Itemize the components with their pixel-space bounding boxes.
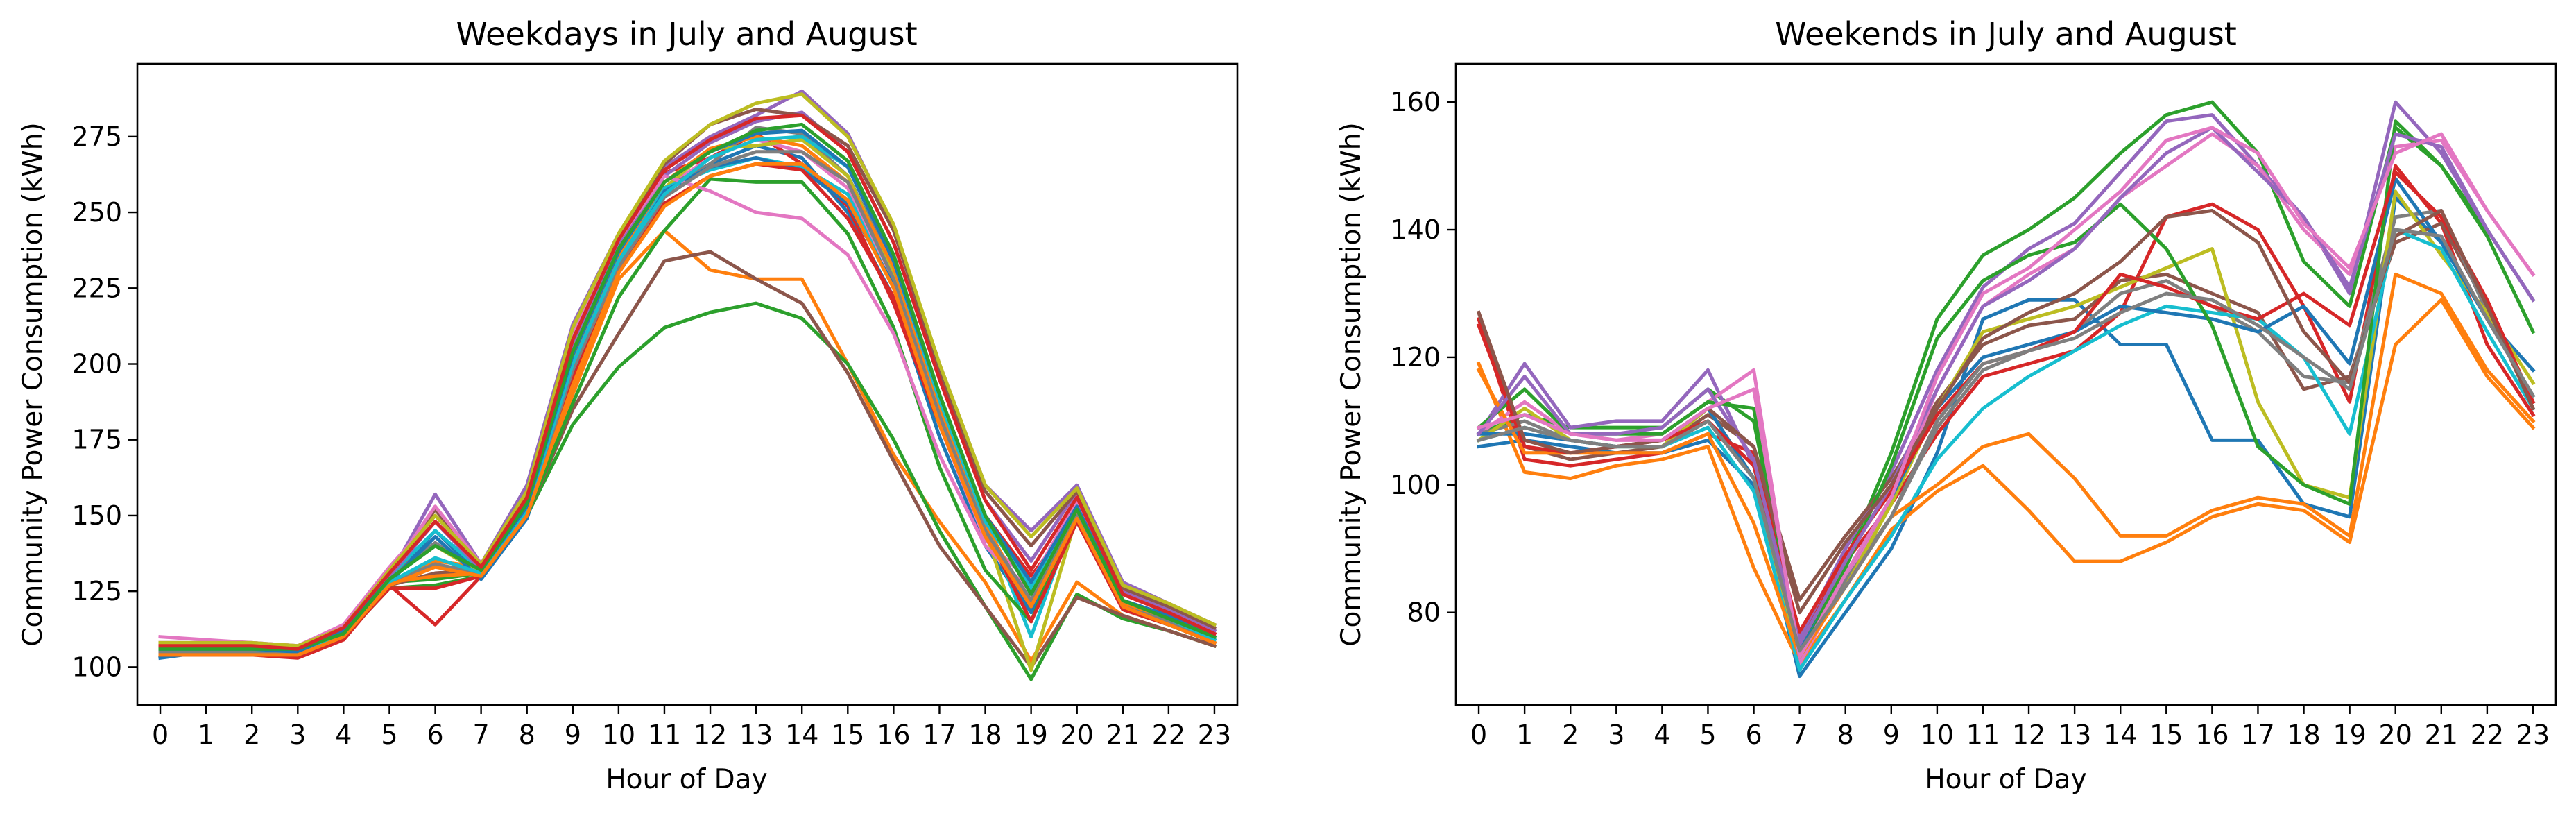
y-tick-label: 200 — [71, 349, 122, 380]
series-line — [1477, 177, 2536, 653]
x-tick-label: 1 — [1516, 720, 1533, 750]
x-tick-label: 16 — [2195, 720, 2229, 750]
series-line — [158, 250, 1217, 669]
x-axis-label: Hour of Day — [1925, 764, 2086, 795]
x-tick-label: 22 — [2471, 720, 2504, 750]
series-line — [158, 137, 1217, 672]
chart-title: Weekends in July and August — [1775, 15, 2237, 53]
x-tick-label: 6 — [1745, 720, 1762, 750]
x-tick-label: 18 — [2287, 720, 2320, 750]
x-tick-label: 16 — [877, 720, 910, 750]
plot-frame — [1454, 62, 2557, 706]
series-line — [1476, 119, 2536, 659]
x-tick-label: 3 — [289, 720, 306, 750]
x-tick-label: 15 — [2149, 720, 2183, 750]
y-axis-label: Community Power Consumption (kWh) — [17, 122, 49, 646]
x-tick-label: 7 — [1792, 720, 1808, 750]
x-tick-label: 0 — [1470, 720, 1487, 750]
series-line — [1476, 126, 2536, 647]
x-tick-label: 11 — [1966, 720, 2000, 750]
x-tick-label: 5 — [1699, 720, 1716, 750]
series-line — [158, 135, 1217, 654]
y-tick-label: 250 — [71, 197, 122, 228]
series-line — [1476, 228, 2536, 653]
x-tick-label: 13 — [739, 720, 773, 750]
series-line — [158, 301, 1217, 681]
series-line — [158, 228, 1217, 663]
x-tick-label: 3 — [1608, 720, 1624, 750]
chart-weekends: Weekends in July and August 801001201401… — [1336, 15, 2557, 795]
x-tick-label: 12 — [2012, 720, 2045, 750]
x-tick-label: 8 — [1837, 720, 1854, 750]
series-line — [158, 135, 1217, 654]
x-tick-label: 14 — [785, 720, 818, 750]
y-tick-label: 100 — [1390, 470, 1441, 500]
x-tick-label: 13 — [2058, 720, 2091, 750]
y-tick-label: 225 — [71, 273, 122, 303]
y-axis: 100 125 150 175 200 225 250 275 — [71, 121, 137, 682]
x-tick-label: 20 — [2379, 720, 2412, 750]
x-tick-label: 23 — [1198, 720, 1231, 750]
x-tick-label: 11 — [648, 720, 681, 750]
series-line — [158, 122, 1217, 651]
x-tick-label: 6 — [427, 720, 443, 750]
plot-frame — [136, 62, 1239, 706]
chart-weekdays: Weekdays in July and August 100125150175… — [17, 15, 1239, 795]
y-tick-label: 125 — [71, 576, 122, 606]
x-tick-label: 20 — [1061, 720, 1094, 750]
x-tick-label: 19 — [2333, 720, 2366, 750]
x-tick-label: 8 — [519, 720, 535, 750]
y-tick-label: 80 — [1407, 597, 1441, 628]
y-axis: 80 100 120 140 160 — [1390, 87, 1456, 628]
y-tick-label: 275 — [71, 121, 122, 152]
series-lines — [158, 89, 1217, 681]
series-line — [158, 155, 1217, 654]
x-axis: 0 1 2 3 4 5 6 7 8 9 10 11 12 13 14 15 16 17 18 19 20 21 22 23 — [1470, 705, 2550, 750]
x-tick-label: 17 — [2241, 720, 2274, 750]
series-line — [158, 128, 1217, 654]
x-tick-label: 21 — [1106, 720, 1140, 750]
x-tick-label: 15 — [831, 720, 864, 750]
x-tick-label: 10 — [602, 720, 635, 750]
x-tick-label: 4 — [335, 720, 352, 750]
y-tick-label: 140 — [1390, 214, 1441, 245]
x-tick-label: 2 — [243, 720, 260, 750]
y-tick-label: 175 — [71, 425, 122, 455]
chart-title: Weekdays in July and August — [456, 15, 917, 53]
x-tick-label: 19 — [1014, 720, 1047, 750]
y-axis-label: Community Power Consumption (kWh) — [1336, 122, 1367, 646]
x-tick-label: 10 — [1921, 720, 1954, 750]
y-tick-label: 120 — [1390, 342, 1441, 373]
series-line — [158, 162, 1217, 657]
x-axis-label: Hour of Day — [606, 764, 767, 795]
y-tick-label: 150 — [71, 500, 122, 531]
x-tick-label: 1 — [198, 720, 214, 750]
y-tick-label: 160 — [1390, 87, 1441, 117]
series-line — [1476, 126, 2536, 659]
x-tick-label: 9 — [565, 720, 581, 750]
x-tick-label: 14 — [2104, 720, 2137, 750]
x-tick-label: 18 — [968, 720, 1002, 750]
x-tick-label: 5 — [381, 720, 397, 750]
x-tick-label: 7 — [473, 720, 490, 750]
series-line — [1476, 298, 2536, 665]
x-tick-label: 17 — [922, 720, 956, 750]
x-tick-label: 0 — [152, 720, 169, 750]
series-line — [158, 113, 1217, 651]
series-lines — [1476, 100, 2536, 679]
x-tick-label: 4 — [1654, 720, 1670, 750]
x-tick-label: 22 — [1152, 720, 1185, 750]
x-tick-label: 9 — [1883, 720, 1900, 750]
x-tick-label: 23 — [2516, 720, 2550, 750]
x-axis: 0 1 2 3 4 5 6 7 8 9 10 11 12 13 14 15 16 17 18 19 20 21 22 23 — [152, 705, 1231, 750]
y-tick-label: 100 — [71, 652, 122, 682]
series-line — [1476, 272, 2536, 659]
series-line — [158, 174, 1217, 648]
x-tick-label: 21 — [2425, 720, 2458, 750]
x-tick-label: 12 — [694, 720, 727, 750]
x-tick-label: 2 — [1562, 720, 1579, 750]
